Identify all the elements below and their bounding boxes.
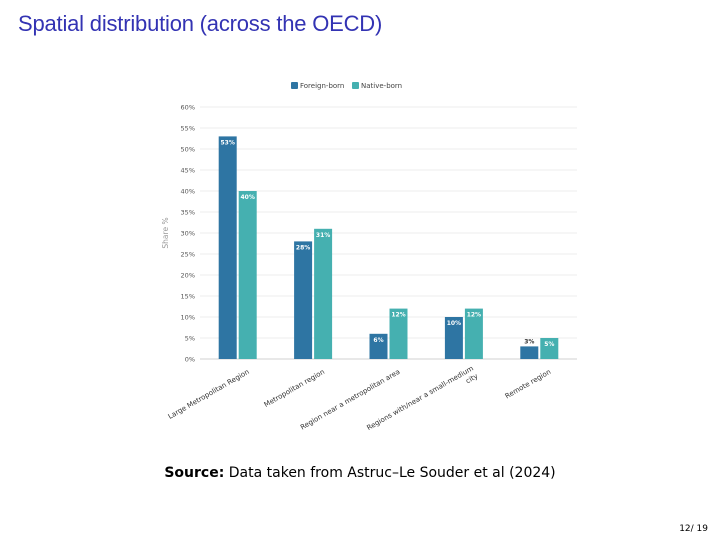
- bar-foreign-born: [369, 333, 388, 359]
- data-label: 31%: [316, 232, 330, 239]
- bar-foreign-born: [294, 241, 313, 359]
- data-label: 6%: [373, 337, 383, 344]
- source-text: Data taken from Astruc–Le Souder et al (…: [228, 465, 556, 481]
- y-axis-label: Share %: [161, 217, 170, 248]
- y-tick-label: 50%: [181, 146, 195, 154]
- bar-native-born: [238, 191, 257, 359]
- page-total: 19: [696, 524, 708, 534]
- x-tick-label: Remote region: [504, 368, 552, 401]
- data-label: 53%: [221, 139, 235, 146]
- source-label: Source:: [164, 465, 225, 481]
- bar-native-born: [389, 308, 408, 359]
- bar-native-born: [464, 308, 483, 359]
- data-label: 12%: [467, 312, 481, 319]
- page-number: 12/ 19: [679, 524, 708, 534]
- y-tick-label: 10%: [181, 314, 195, 322]
- y-tick-label: 30%: [181, 230, 195, 238]
- y-tick-label: 25%: [181, 251, 195, 259]
- y-tick-label: 45%: [181, 167, 195, 175]
- y-tick-label: 5%: [185, 335, 195, 343]
- data-label: 10%: [447, 320, 461, 327]
- y-tick-label: 35%: [181, 209, 195, 217]
- legend-label: Native-born: [361, 82, 402, 90]
- data-label: 5%: [544, 341, 554, 348]
- bar-foreign-born: [520, 346, 539, 359]
- y-tick-label: 15%: [181, 293, 195, 301]
- x-tick-label: Metropolitan region: [263, 368, 326, 409]
- legend-swatch: [291, 82, 298, 89]
- y-tick-label: 60%: [181, 104, 195, 112]
- y-tick-label: 20%: [181, 272, 195, 280]
- legend-swatch: [352, 82, 359, 89]
- data-label: 28%: [296, 244, 310, 251]
- legend-label: Foreign-born: [300, 82, 344, 90]
- bar-native-born: [314, 228, 333, 359]
- data-label: 3%: [524, 338, 534, 345]
- x-tick-label: Large Metropolitan Region: [167, 368, 251, 421]
- y-tick-label: 40%: [181, 188, 195, 196]
- slide-title: Spatial distribution (across the OECD): [18, 11, 383, 36]
- data-label: 12%: [391, 312, 405, 319]
- bar-foreign-born: [444, 317, 463, 359]
- y-tick-label: 0%: [185, 356, 195, 364]
- bar-native-born: [540, 338, 559, 359]
- data-label: 40%: [241, 194, 255, 201]
- source-note: Source: Data taken from Astruc–Le Souder…: [0, 465, 720, 481]
- y-tick-label: 55%: [181, 125, 195, 133]
- bar-foreign-born: [218, 136, 237, 359]
- page-current: 12: [679, 524, 691, 534]
